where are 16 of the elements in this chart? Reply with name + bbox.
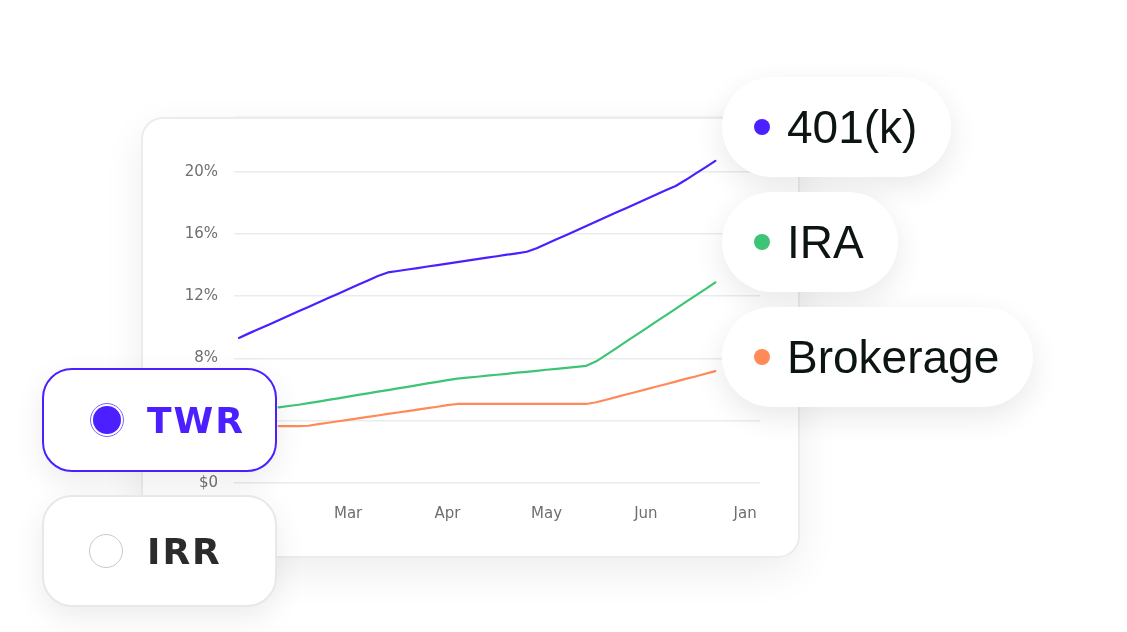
- y-tick-label: 16%: [184, 223, 218, 242]
- annotation: TWR: [147, 399, 245, 441]
- x-tick-label: Apr: [434, 504, 462, 523]
- x-tick-label: Jun: [633, 504, 658, 523]
- legend-label: Brokerage: [787, 330, 1000, 384]
- x-tick-label: Jan: [732, 504, 757, 523]
- y-tick-label: 8%: [194, 348, 218, 367]
- x-tick-label: May: [531, 504, 563, 523]
- legend-label: IRA: [787, 215, 864, 269]
- option-button: TWR: [42, 368, 277, 472]
- y-tick-label: 12%: [184, 286, 218, 305]
- legend-label: 401(k): [787, 100, 918, 154]
- y-tick-label: 20%: [184, 161, 218, 180]
- y-tick-label: $0: [198, 472, 218, 491]
- x-tick-label: Mar: [333, 504, 364, 523]
- option-button: IRR: [42, 495, 277, 607]
